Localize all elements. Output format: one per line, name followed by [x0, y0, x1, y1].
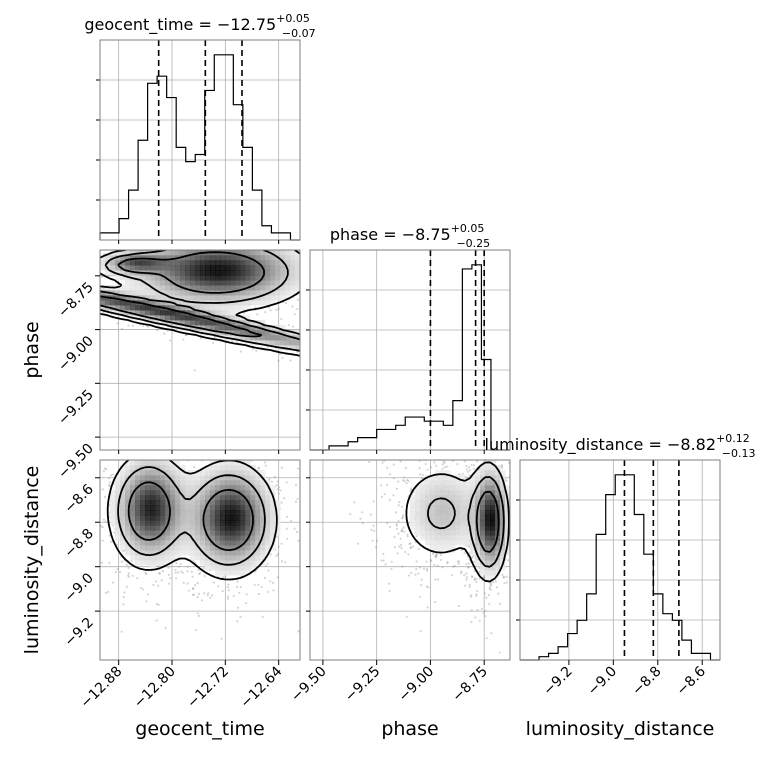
contour-line — [475, 490, 500, 553]
contour-line — [100, 250, 300, 352]
contour-line — [100, 250, 300, 357]
x-tick-label: −9.0 — [585, 664, 620, 699]
histogram-luminosity_distance — [520, 474, 720, 661]
contour-line — [405, 461, 510, 583]
y-tick-label: −9.0 — [61, 570, 96, 605]
panel-frame — [519, 459, 721, 661]
contour-line — [427, 476, 505, 568]
y-tick-label: −9.25 — [55, 387, 97, 429]
x-axis-label-geocent_time: geocent_time — [135, 718, 264, 740]
diag-panel-phase: phase = −8.75+0.05 −0.25 — [306, 222, 511, 451]
title-main-text: phase = −8.75 — [330, 225, 451, 244]
x-tick-label: −12.80 — [131, 664, 179, 712]
title-main-text: geocent_time = −12.75 — [84, 15, 276, 35]
diag-panel-geocent_time: geocent_time = −12.75+0.05 −0.07 — [84, 12, 316, 241]
pair-panel-geocent_time-luminosity_distance — [99, 459, 301, 661]
x-tick-label: −12.64 — [238, 663, 286, 711]
y-tick-label: −8.8 — [61, 526, 96, 561]
panel-frame — [309, 249, 511, 451]
panel-frame — [99, 249, 301, 451]
x-tick-label: −12.88 — [78, 664, 126, 712]
x-axis-label-luminosity_distance: luminosity_distance — [526, 718, 715, 740]
panel-frame — [309, 459, 511, 661]
contours — [106, 460, 278, 581]
y-tick-label: −8.75 — [55, 279, 97, 321]
x-tick-label: −8.8 — [629, 664, 664, 699]
y-axis-label-phase: phase — [21, 321, 43, 378]
contours — [100, 250, 300, 357]
x-tick-label: −9.00 — [396, 664, 438, 706]
panel-title-geocent_time: geocent_time = −12.75+0.05 −0.07 — [84, 12, 315, 40]
contour-line — [117, 466, 266, 566]
histogram-geocent_time — [99, 54, 300, 241]
y-tick-label: −9.2 — [61, 615, 96, 650]
x-tick-label: −9.50 — [288, 664, 330, 706]
panel-frame — [99, 459, 301, 661]
y-axis-label-luminosity_distance: luminosity_distance — [21, 466, 43, 655]
x-axis-label-phase: phase — [381, 718, 438, 740]
title-main-text: luminosity_distance = −8.82 — [485, 435, 716, 455]
x-tick-label: −12.72 — [184, 664, 232, 712]
y-tick-label: −9.50 — [55, 441, 97, 483]
title-sup-text: +0.05 — [451, 222, 485, 235]
panel-frame — [99, 39, 301, 241]
title-sup-text: +0.12 — [716, 432, 750, 445]
density-shading — [100, 250, 300, 351]
scatter-points — [100, 250, 300, 372]
panel-title-luminosity_distance: luminosity_distance = −8.82+0.12 −0.13 — [485, 432, 756, 460]
x-tick-label: −8.75 — [449, 664, 491, 706]
contour-line — [100, 251, 265, 338]
diag-panel-luminosity_distance: luminosity_distance = −8.82+0.12 −0.13 — [485, 432, 756, 661]
contour-line — [106, 460, 278, 581]
title-sub-text: −0.25 — [456, 237, 490, 250]
x-tick-label: −9.2 — [540, 664, 575, 699]
histogram-phase — [310, 264, 510, 451]
title-sub-text: −0.13 — [722, 447, 756, 460]
density-shading — [110, 460, 281, 576]
contour-line — [127, 481, 254, 552]
y-tick-label: −8.6 — [61, 481, 96, 516]
pair-panel-geocent_time-phase — [99, 249, 301, 451]
title-sup-text: +0.05 — [276, 12, 310, 25]
x-tick-label: −9.25 — [342, 664, 384, 706]
panel-title-phase: phase = −8.75+0.05 −0.25 — [330, 222, 490, 250]
title-sub-text: −0.07 — [282, 27, 316, 40]
contours — [405, 461, 510, 583]
y-tick-label: −9.00 — [55, 333, 97, 375]
pair-panel-phase-luminosity_distance — [309, 459, 511, 661]
x-tick-label: −8.6 — [674, 663, 709, 698]
